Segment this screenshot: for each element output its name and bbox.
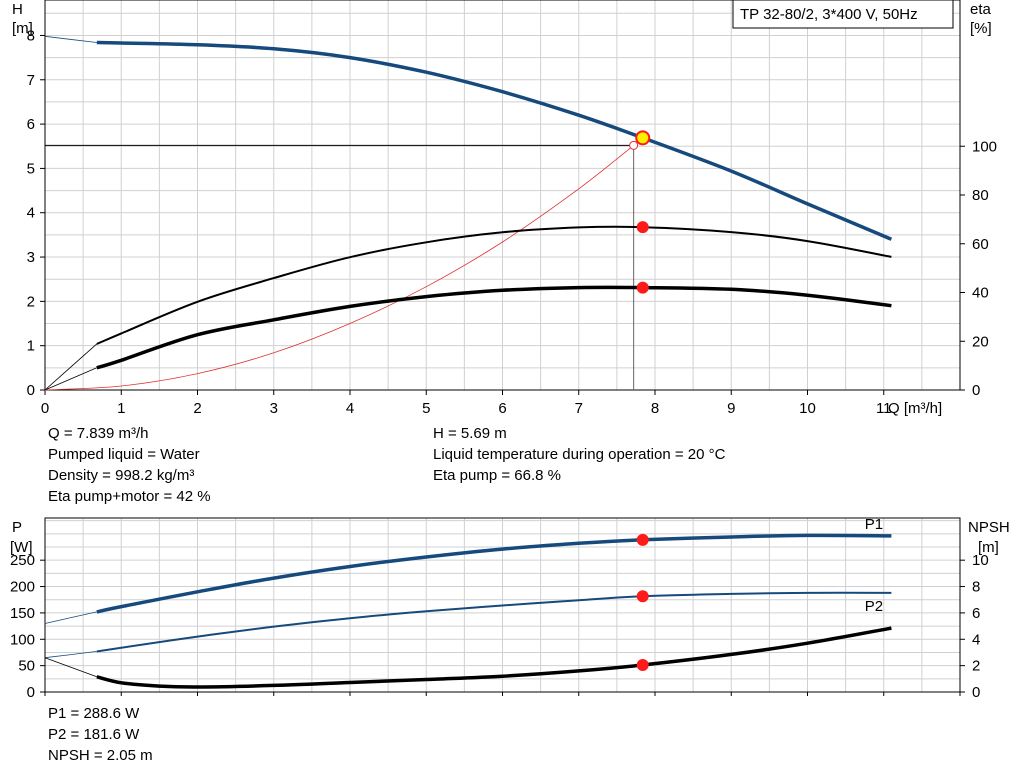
p2-curve xyxy=(96,591,892,653)
npsh-marker xyxy=(636,658,649,671)
curve-extension-1 xyxy=(44,343,98,391)
operating-point-info-right: H = 5.69 m Liquid temperature during ope… xyxy=(433,423,725,486)
eta-pump-readout: Eta pump = 66.8 % xyxy=(433,467,561,484)
npsh-readout: NPSH = 2.05 m xyxy=(48,747,153,764)
y-axis-right-unit: [%] xyxy=(970,20,992,37)
npsh-curve xyxy=(96,626,892,689)
y-tick-label-right: 0 xyxy=(972,382,980,399)
y-tick-label-left: 4 xyxy=(27,205,35,222)
y-tick-label-left: 1 xyxy=(27,338,35,355)
pumped-liquid-readout: Pumped liquid = Water xyxy=(48,446,200,463)
y-tick-label-left: 0 xyxy=(27,684,35,701)
eta-marker-1 xyxy=(636,281,649,294)
y-tick-label-left: 7 xyxy=(27,72,35,89)
power-marker-1 xyxy=(636,590,649,603)
y-axis-right-label: NPSH xyxy=(968,519,1010,536)
y-axis-left-label: H xyxy=(12,1,23,18)
x-tick-label: 8 xyxy=(651,400,659,417)
flow-readout: Q = 7.839 m³/h xyxy=(48,425,149,442)
power-info: P1 = 288.6 W P2 = 181.6 W NPSH = 2.05 m xyxy=(48,703,153,766)
x-tick-label: 10 xyxy=(799,400,816,417)
y-tick-label-right: 8 xyxy=(972,579,980,596)
y-tick-label-left: 5 xyxy=(27,160,35,177)
power-marker-0 xyxy=(636,533,649,546)
eta-marker-0 xyxy=(636,221,649,234)
y-tick-label-right: 60 xyxy=(972,236,989,253)
system-curve xyxy=(44,145,634,391)
operating-point-marker xyxy=(635,130,651,146)
curve-extension-2 xyxy=(44,367,97,391)
chart-title: TP 32-80/2, 3*400 V, 50Hz xyxy=(740,6,918,23)
p1-label: P1 xyxy=(865,516,883,533)
x-tick-label: 3 xyxy=(270,400,278,417)
x-tick-label: 9 xyxy=(727,400,735,417)
x-tick-label: 6 xyxy=(498,400,506,417)
y-tick-label-right: 4 xyxy=(972,631,980,648)
y-tick-label-left: 6 xyxy=(27,116,35,133)
power-npsh-chart: P [W] NPSH [m] 0 50 100 150 200 250 0 2 4 6 8 10 P1 P2 xyxy=(10,516,1010,701)
p1-readout: P1 = 288.6 W xyxy=(48,705,140,722)
y-tick-label-left: 50 xyxy=(18,658,35,675)
x-tick-label: 1 xyxy=(117,400,125,417)
y-axis-right-label: eta xyxy=(970,1,992,18)
y-tick-label-right: 20 xyxy=(972,333,989,350)
y-tick-label-right: 6 xyxy=(972,605,980,622)
eta-total-readout: Eta pump+motor = 42 % xyxy=(48,488,211,505)
y-tick-label-left: 250 xyxy=(10,552,35,569)
curve-extension-1 xyxy=(44,651,97,659)
y-tick-label-left: 200 xyxy=(10,579,35,596)
y-tick-label-left: 0 xyxy=(27,382,35,399)
curve-extension-0 xyxy=(44,35,97,43)
curve-extension-0 xyxy=(44,611,97,624)
system-point-marker xyxy=(629,140,639,150)
y-tick-label-left: 150 xyxy=(10,605,35,622)
y-tick-label-left: 2 xyxy=(27,293,35,310)
y-tick-label-right: 2 xyxy=(972,658,980,675)
head-readout: H = 5.69 m xyxy=(433,425,507,442)
y-tick-label-left: 8 xyxy=(27,27,35,44)
title-box-frame xyxy=(732,0,954,29)
eta-total-curve xyxy=(96,285,892,370)
y-axis-left-label: P xyxy=(12,519,22,536)
y-tick-label-right: 100 xyxy=(972,138,997,155)
eta-pump-curve xyxy=(96,225,892,345)
x-tick-label: 4 xyxy=(346,400,354,417)
y-tick-label-right: 40 xyxy=(972,285,989,302)
y-axis-right-unit: [m] xyxy=(978,539,999,556)
x-tick-label: 5 xyxy=(422,400,430,417)
y-tick-label-right: 0 xyxy=(972,684,980,701)
y-tick-label-right: 80 xyxy=(972,187,989,204)
x-tick-label: 7 xyxy=(575,400,583,417)
y-axis-left-unit: [W] xyxy=(10,539,33,556)
p2-label: P2 xyxy=(865,598,883,615)
x-tick-label: 2 xyxy=(193,400,201,417)
temperature-readout: Liquid temperature during operation = 20… xyxy=(433,446,726,463)
x-tick-label: 0 xyxy=(41,400,49,417)
curve-extension-2 xyxy=(44,657,97,678)
p2-readout: P2 = 181.6 W xyxy=(48,726,140,743)
operating-point-info-left: Q = 7.839 m³/h Pumped liquid = Water Den… xyxy=(48,423,211,507)
qh-curve xyxy=(96,40,893,241)
y-tick-label-right: 10 xyxy=(972,552,989,569)
x-axis-label: Q [m³/h] xyxy=(888,400,942,417)
density-readout: Density = 998.2 kg/m³ xyxy=(48,467,195,484)
chart-title-box: TP 32-80/2, 3*400 V, 50Hz xyxy=(732,0,954,29)
p1-curve xyxy=(96,533,892,614)
y-tick-label-left: 100 xyxy=(10,631,35,648)
y-axis-left-unit: [m] xyxy=(12,20,33,37)
x-tick-label: 11 xyxy=(876,400,892,417)
y-tick-label-left: 3 xyxy=(27,249,35,266)
